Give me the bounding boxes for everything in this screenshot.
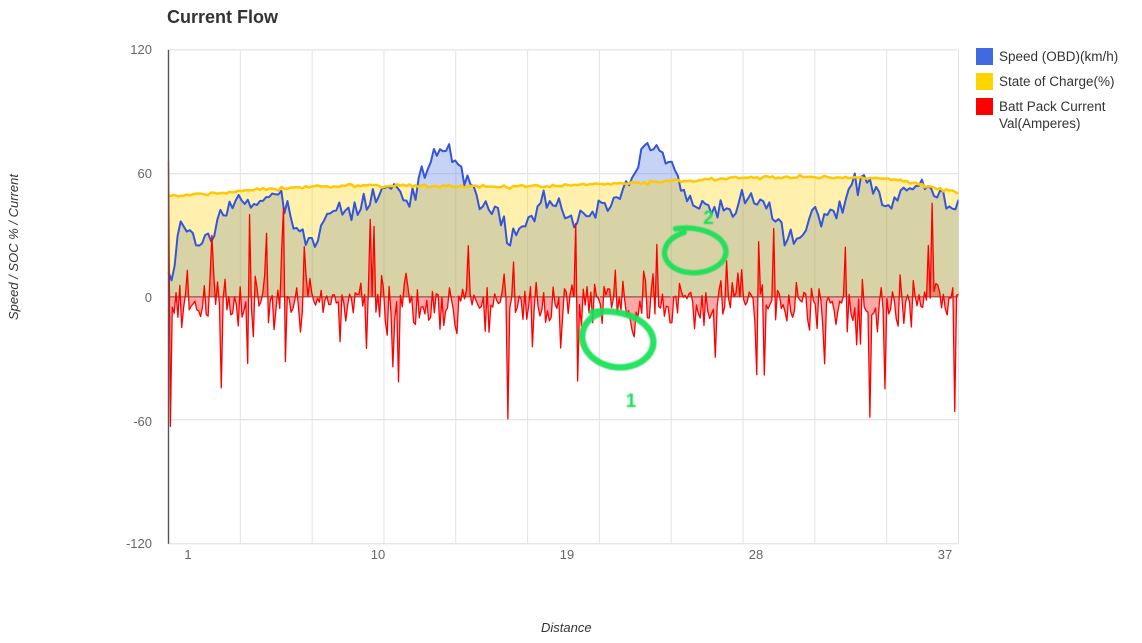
svg-text:2: 2 [703,208,714,229]
svg-text:1: 1 [626,391,637,412]
